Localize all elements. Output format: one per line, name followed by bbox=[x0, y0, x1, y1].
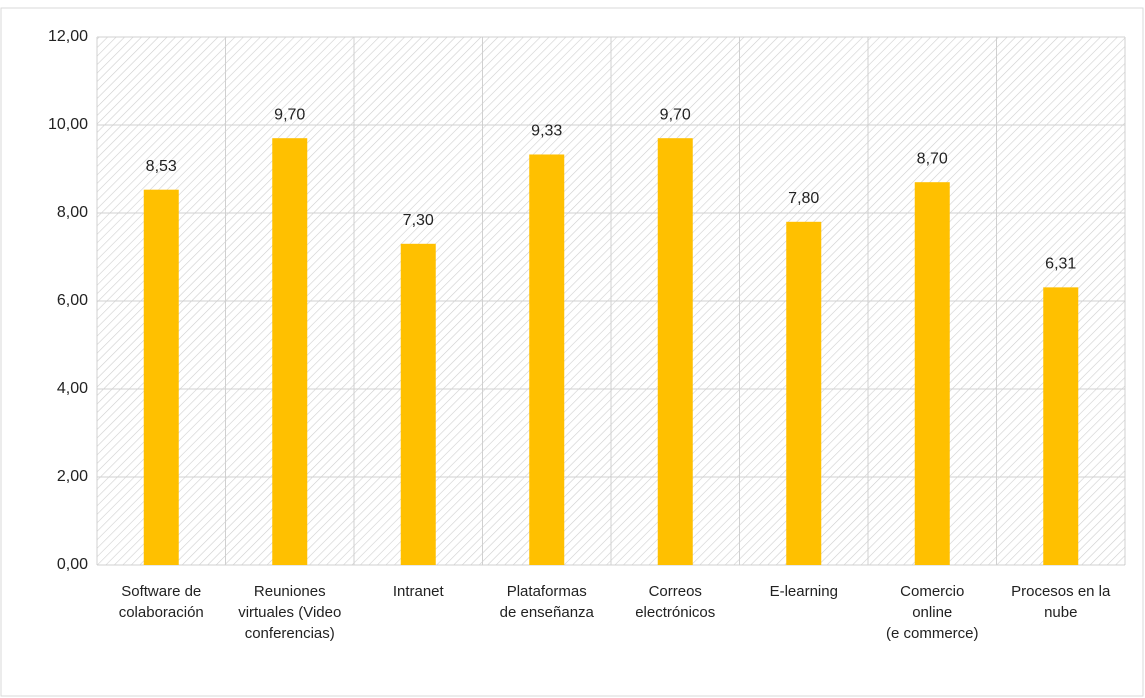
x-tick-label: Intranet bbox=[393, 583, 445, 600]
value-label: 6,31 bbox=[1045, 256, 1076, 273]
value-label: 9,70 bbox=[660, 106, 691, 123]
y-tick-label: 12,00 bbox=[48, 28, 88, 45]
x-tick-label: de enseñanza bbox=[500, 604, 595, 621]
value-label: 7,80 bbox=[788, 190, 819, 207]
bar bbox=[657, 138, 693, 565]
value-label: 8,70 bbox=[917, 150, 948, 167]
y-tick-label: 8,00 bbox=[57, 204, 88, 221]
bar bbox=[400, 243, 436, 566]
bar bbox=[529, 154, 565, 566]
x-tick-label: conferencias) bbox=[245, 625, 335, 642]
y-tick-label: 0,00 bbox=[57, 556, 88, 573]
x-tick-label: E-learning bbox=[770, 583, 838, 600]
value-label: 8,53 bbox=[146, 158, 177, 175]
x-tick-label: Software de bbox=[121, 583, 201, 600]
x-tick-label: Plataformas bbox=[507, 583, 587, 600]
x-tick-label: Correos bbox=[649, 583, 702, 600]
bar bbox=[914, 182, 950, 565]
x-tick-label: nube bbox=[1044, 604, 1077, 621]
y-tick-label: 4,00 bbox=[57, 380, 88, 397]
x-tick-label: virtuales (Video bbox=[238, 604, 341, 621]
y-tick-label: 6,00 bbox=[57, 292, 88, 309]
bar bbox=[143, 189, 179, 565]
x-tick-label: (e commerce) bbox=[886, 625, 979, 642]
x-tick-label: Reuniones bbox=[254, 583, 326, 600]
bar bbox=[1043, 287, 1079, 565]
y-tick-label: 2,00 bbox=[57, 468, 88, 485]
x-tick-label: electrónicos bbox=[635, 604, 715, 621]
x-tick-label: Procesos en la bbox=[1011, 583, 1111, 600]
y-tick-label: 10,00 bbox=[48, 116, 88, 133]
x-tick-label: online bbox=[912, 604, 952, 621]
chart-border bbox=[0, 7, 1144, 697]
bar bbox=[786, 221, 822, 566]
x-tick-label: colaboración bbox=[119, 604, 204, 621]
value-label: 9,70 bbox=[274, 106, 305, 123]
x-tick-label: Comercio bbox=[900, 583, 964, 600]
value-label: 7,30 bbox=[403, 212, 434, 229]
value-label: 9,33 bbox=[531, 123, 562, 140]
bar bbox=[272, 138, 308, 565]
